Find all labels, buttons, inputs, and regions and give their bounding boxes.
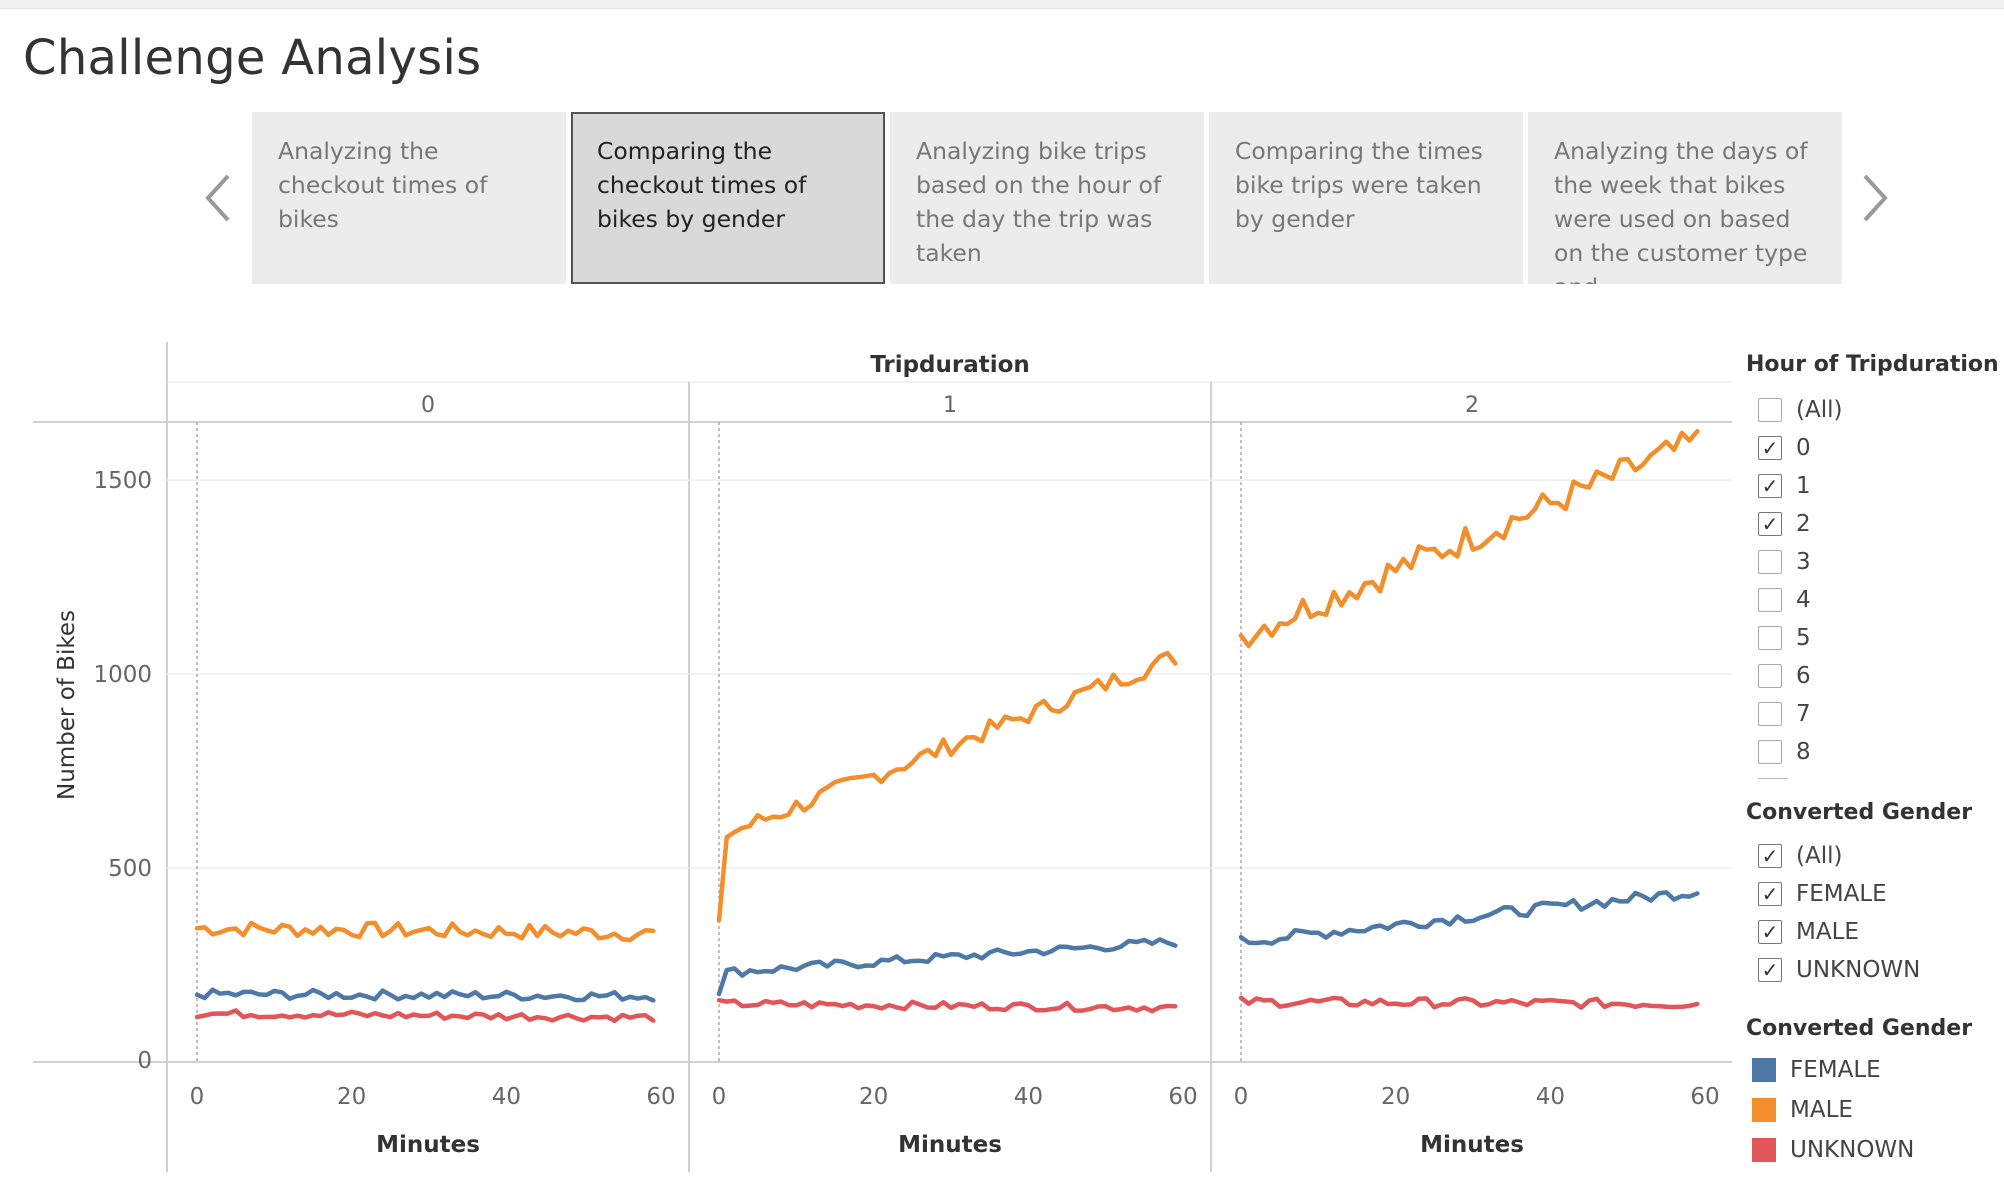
legend-item[interactable]: MALE bbox=[1752, 1094, 1853, 1126]
x-axis-title: Minutes bbox=[898, 1132, 1002, 1158]
y-tick-label: 1500 bbox=[93, 468, 152, 494]
x-tick-label: 40 bbox=[1536, 1084, 1565, 1110]
gender-filter-option[interactable]: ✓ FEMALE bbox=[1758, 878, 1887, 910]
gender-filter-option-label: UNKNOWN bbox=[1796, 957, 1921, 983]
panel-header-label: 0 bbox=[421, 393, 435, 418]
gender-filter-option-label: MALE bbox=[1796, 919, 1859, 945]
y-tick-label: 1000 bbox=[93, 662, 152, 688]
hour-filter-option-label: 1 bbox=[1796, 473, 1811, 499]
story-tab-5[interactable]: Analyzing the days of the week that bike… bbox=[1528, 112, 1842, 284]
filter-scroll-indicator[interactable] bbox=[1758, 778, 1788, 782]
x-tick-label: 20 bbox=[337, 1084, 366, 1110]
checkbox-checked-icon[interactable]: ✓ bbox=[1758, 474, 1782, 498]
hour-filter-option[interactable]: 3 bbox=[1758, 546, 1811, 578]
series-line-male-panel-1 bbox=[716, 650, 1178, 923]
gender-filter-title: Converted Gender bbox=[1746, 800, 1973, 825]
checkbox-empty-icon[interactable] bbox=[1758, 740, 1782, 764]
story-tab-1[interactable]: Analyzing the checkout times of bikes bbox=[252, 112, 566, 284]
hour-filter-option[interactable]: 8 bbox=[1758, 736, 1811, 768]
hour-filter-option[interactable]: ✓ 0 bbox=[1758, 432, 1811, 464]
checkbox-empty-icon[interactable] bbox=[1758, 398, 1782, 422]
x-tick-label: 60 bbox=[1168, 1084, 1197, 1110]
checkbox-checked-icon[interactable]: ✓ bbox=[1758, 844, 1782, 868]
hour-filter-option-label: 8 bbox=[1796, 739, 1811, 765]
x-tick-label: 60 bbox=[1690, 1084, 1719, 1110]
chevron-right-icon[interactable] bbox=[1847, 168, 1897, 228]
legend-swatch bbox=[1752, 1058, 1776, 1082]
checkbox-empty-icon[interactable] bbox=[1758, 588, 1782, 612]
top-strip bbox=[0, 0, 2004, 9]
hour-filter-title: Hour of Tripduration bbox=[1746, 352, 1999, 377]
checkbox-empty-icon[interactable] bbox=[1758, 550, 1782, 574]
y-tick-label: 500 bbox=[108, 856, 152, 882]
hour-filter-option[interactable]: 5 bbox=[1758, 622, 1811, 654]
x-tick-label: 20 bbox=[1381, 1084, 1410, 1110]
checkbox-empty-icon[interactable] bbox=[1758, 664, 1782, 688]
x-tick-label: 0 bbox=[190, 1084, 205, 1110]
x-axis-title: Minutes bbox=[1420, 1132, 1524, 1158]
hour-filter-option[interactable]: 6 bbox=[1758, 660, 1811, 692]
x-axis-title: Minutes bbox=[376, 1132, 480, 1158]
legend-label: UNKNOWN bbox=[1790, 1137, 1915, 1163]
gender-filter-option[interactable]: ✓ UNKNOWN bbox=[1758, 954, 1920, 986]
gender-filter-option-label: FEMALE bbox=[1796, 881, 1887, 907]
story-tabs: Analyzing the checkout times of bikes Co… bbox=[252, 112, 1842, 284]
series-line-unknown-panel-1 bbox=[716, 997, 1178, 1014]
story-tab-4[interactable]: Comparing the times bike trips were take… bbox=[1209, 112, 1523, 284]
hour-filter-option[interactable]: (All) bbox=[1758, 394, 1842, 426]
y-axis-title: Number of Bikes bbox=[54, 610, 80, 800]
panel-header-label: 1 bbox=[943, 393, 957, 418]
legend-item[interactable]: UNKNOWN bbox=[1752, 1134, 1914, 1166]
x-tick-label: 60 bbox=[646, 1084, 675, 1110]
hour-filter-option[interactable]: ✓ 1 bbox=[1758, 470, 1811, 502]
hour-filter-option-label: 2 bbox=[1796, 511, 1811, 537]
hour-filter-option-label: 7 bbox=[1796, 701, 1811, 727]
x-tick-label: 0 bbox=[712, 1084, 727, 1110]
legend-swatch bbox=[1752, 1098, 1776, 1122]
x-tick-label: 40 bbox=[1014, 1084, 1043, 1110]
gender-filter-option-label: (All) bbox=[1796, 843, 1843, 869]
series-line-female-panel-1 bbox=[716, 937, 1178, 997]
checkbox-checked-icon[interactable]: ✓ bbox=[1758, 436, 1782, 460]
checkbox-checked-icon[interactable]: ✓ bbox=[1758, 882, 1782, 906]
color-legend-title: Converted Gender bbox=[1746, 1016, 1973, 1041]
column-header: Tripduration bbox=[870, 352, 1030, 378]
x-tick-label: 40 bbox=[492, 1084, 521, 1110]
story-tab-3[interactable]: Analyzing bike trips based on the hour o… bbox=[890, 112, 1204, 284]
series-line-unknown-panel-2 bbox=[1238, 995, 1700, 1010]
series-line-female-panel-0 bbox=[194, 987, 656, 1003]
story-tab-2[interactable]: Comparing the checkout times of bikes by… bbox=[571, 112, 885, 284]
page-title: Challenge Analysis bbox=[23, 30, 482, 86]
x-tick-label: 20 bbox=[859, 1084, 888, 1110]
legend-item[interactable]: FEMALE bbox=[1752, 1054, 1881, 1086]
hour-filter-option[interactable]: ✓ 2 bbox=[1758, 508, 1811, 540]
hour-filter-option[interactable]: 7 bbox=[1758, 698, 1811, 730]
chevron-left-icon[interactable] bbox=[196, 168, 246, 228]
series-line-female-panel-2 bbox=[1238, 890, 1700, 946]
checkbox-empty-icon[interactable] bbox=[1758, 702, 1782, 726]
series-line-unknown-panel-0 bbox=[194, 1008, 656, 1024]
checkbox-checked-icon[interactable]: ✓ bbox=[1758, 958, 1782, 982]
series-line-male-panel-2 bbox=[1238, 428, 1700, 649]
y-tick-label: 0 bbox=[137, 1048, 152, 1074]
gender-filter-option[interactable]: ✓ MALE bbox=[1758, 916, 1859, 948]
legend-swatch bbox=[1752, 1138, 1776, 1162]
checkbox-checked-icon[interactable]: ✓ bbox=[1758, 920, 1782, 944]
hour-filter-option-label: 5 bbox=[1796, 625, 1811, 651]
hour-filter-option-label: 4 bbox=[1796, 587, 1811, 613]
panel-header-label: 2 bbox=[1465, 393, 1479, 418]
series-line-male-panel-0 bbox=[194, 920, 656, 943]
legend-label: MALE bbox=[1790, 1097, 1853, 1123]
hour-filter-option[interactable]: 4 bbox=[1758, 584, 1811, 616]
hour-filter-option-label: 3 bbox=[1796, 549, 1811, 575]
hour-filter-option-label: 0 bbox=[1796, 435, 1811, 461]
checkbox-empty-icon[interactable] bbox=[1758, 626, 1782, 650]
gender-filter-option[interactable]: ✓ (All) bbox=[1758, 840, 1842, 872]
checkbox-checked-icon[interactable]: ✓ bbox=[1758, 512, 1782, 536]
hour-filter-option-label: 6 bbox=[1796, 663, 1811, 689]
x-tick-label: 0 bbox=[1234, 1084, 1249, 1110]
hour-filter-option-label: (All) bbox=[1796, 397, 1843, 423]
legend-label: FEMALE bbox=[1790, 1057, 1881, 1083]
